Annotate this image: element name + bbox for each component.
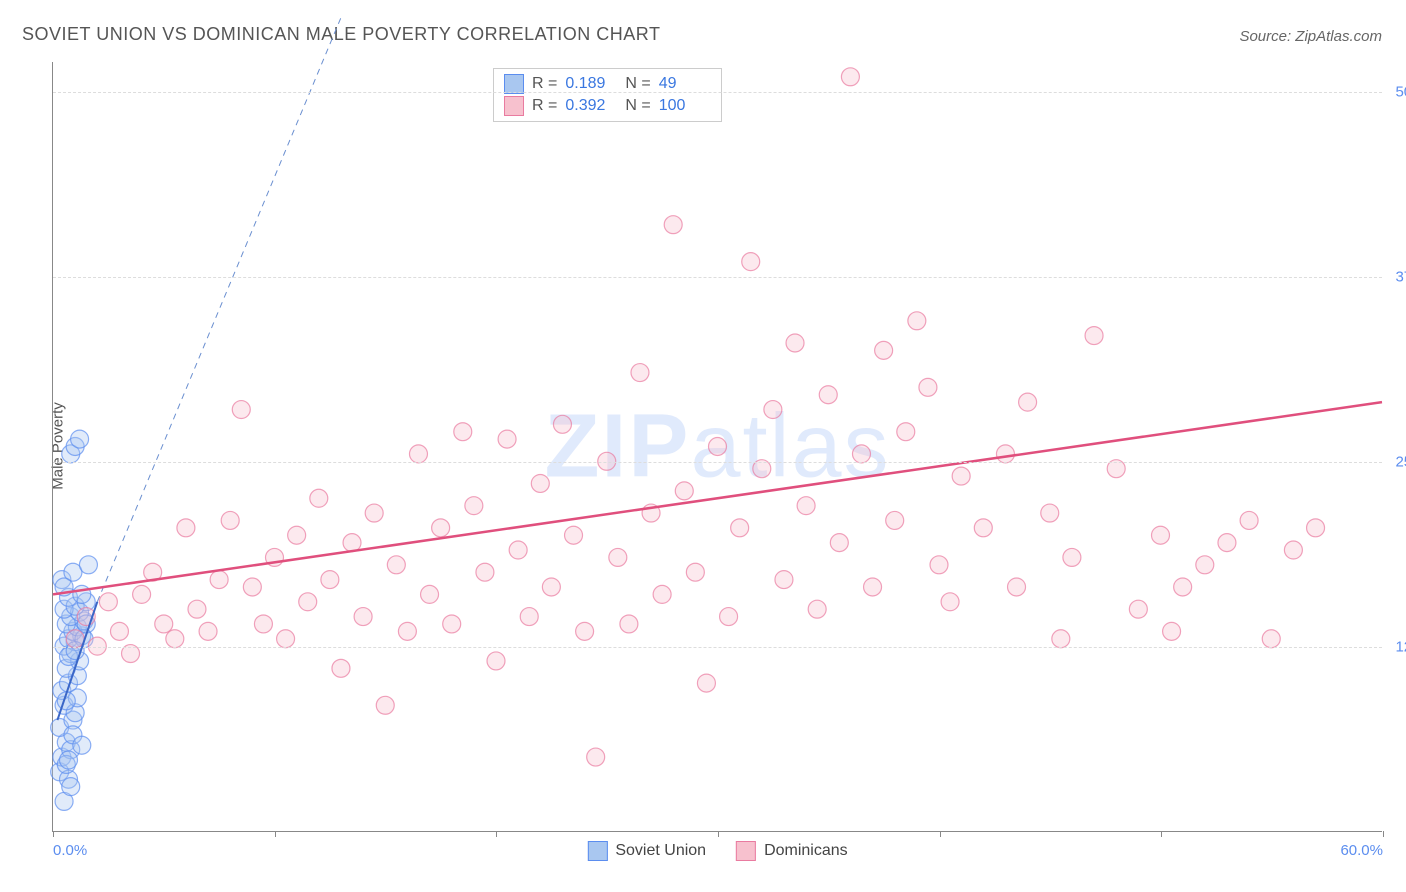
legend-label-soviet: Soviet Union [615,842,706,860]
y-tick-label: 12.5% [1395,638,1406,655]
swatch-dominican [504,96,524,116]
legend-series: Soviet Union Dominicans [587,841,847,861]
swatch-soviet-icon [587,841,607,861]
source-label: Source: ZipAtlas.com [1239,28,1382,45]
r-label: R = [532,75,557,93]
plot-area: ZIPatlas R = 0.189 N = 49 R = 0.392 N = … [52,62,1382,832]
y-tick-label: 37.5% [1395,268,1406,285]
x-tick-label: 60.0% [1340,842,1383,859]
swatch-dominican-icon [736,841,756,861]
legend-item-dominican: Dominicans [736,841,848,861]
y-tick-label: 50.0% [1395,83,1406,100]
legend-item-soviet: Soviet Union [587,841,706,861]
scatter-svg [53,62,1382,831]
x-tick-label: 0.0% [53,842,87,859]
chart-title: SOVIET UNION VS DOMINICAN MALE POVERTY C… [22,24,660,45]
legend-label-dominican: Dominicans [764,842,848,860]
r-value-dominican: 0.392 [565,97,617,115]
n-label: N = [625,75,650,93]
y-tick-label: 25.0% [1395,453,1406,470]
n-label: N = [625,97,650,115]
r-value-soviet: 0.189 [565,75,617,93]
legend-row-dominican: R = 0.392 N = 100 [504,95,711,117]
r-label: R = [532,97,557,115]
legend-correlation: R = 0.189 N = 49 R = 0.392 N = 100 [493,68,722,122]
n-value-soviet: 49 [659,75,711,93]
n-value-dominican: 100 [659,97,711,115]
